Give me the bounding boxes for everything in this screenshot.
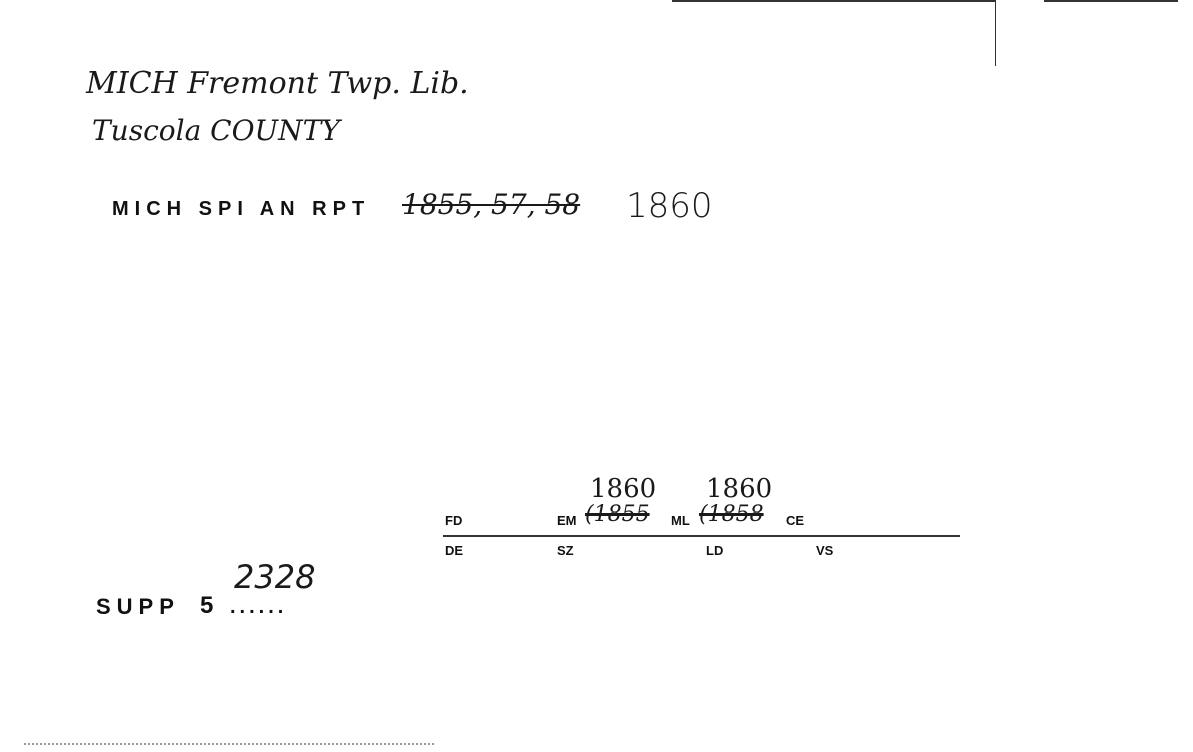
field-sz: SZ <box>557 543 574 558</box>
em-handwritten-year: 1860 <box>590 474 657 504</box>
right-edge-line <box>995 0 996 66</box>
library-title: MICH Fremont Twp. Lib. <box>86 66 469 101</box>
supp-handwritten-number: 2328 <box>234 558 316 596</box>
struck-years-text: 1855, 57, 58 <box>402 188 581 221</box>
supp-label: SUPP <box>96 594 180 619</box>
field-em: EM <box>557 513 577 528</box>
county-title: Tuscola COUNTY <box>92 114 340 147</box>
supp-dots: ...... <box>230 596 288 618</box>
top-edge-line <box>672 0 996 2</box>
ml-handwritten-year: 1860 <box>706 474 773 504</box>
field-divider <box>443 535 960 537</box>
supp-number: 5 <box>200 592 214 619</box>
top-right-edge-line <box>1044 0 1178 2</box>
ml-struck-year: (1858 <box>699 502 764 527</box>
report-year: 1860 <box>626 186 713 226</box>
field-de: DE <box>445 543 464 558</box>
field-ld: LD <box>706 543 724 558</box>
em-struck-year: (1855 <box>585 502 650 527</box>
report-label: MICH SPI AN RPT <box>112 198 371 220</box>
scan-noise <box>24 743 434 747</box>
field-ml: ML <box>671 513 690 528</box>
struck-report-years: 1855, 57, 58 <box>402 188 580 221</box>
field-fd: FD <box>445 513 463 528</box>
field-ce: CE <box>786 513 805 528</box>
field-vs: VS <box>816 543 834 558</box>
